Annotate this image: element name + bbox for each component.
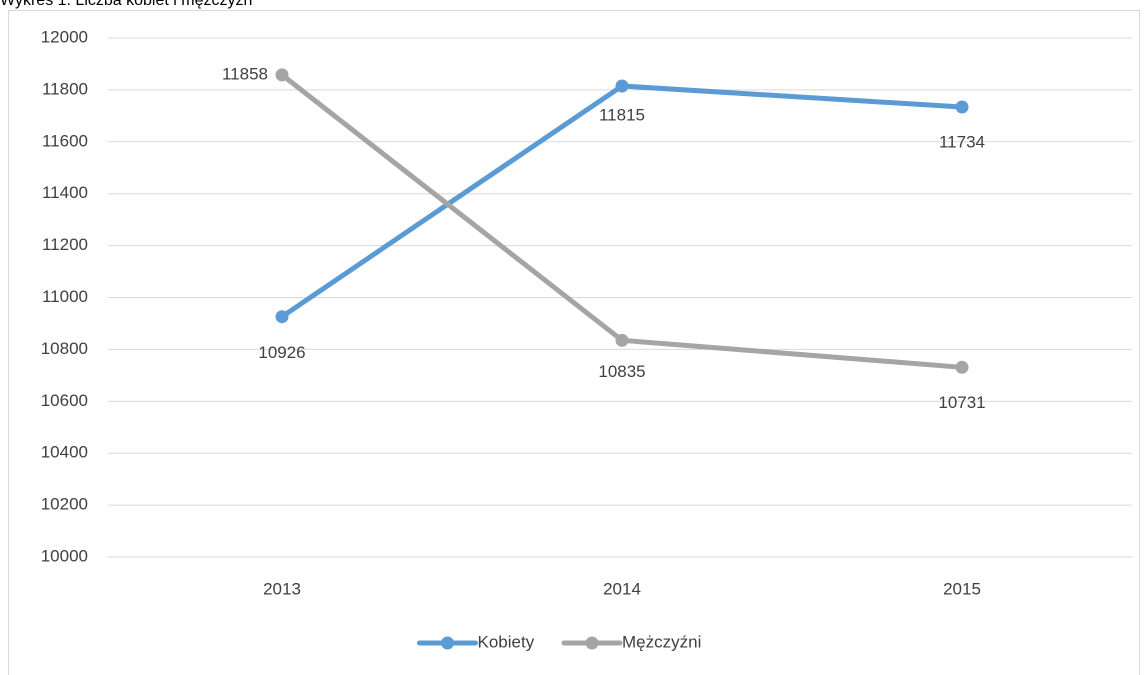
chart-border [8,10,1140,675]
data-label: 10926 [258,343,305,362]
y-tick-label: 10000 [41,546,88,565]
data-point [615,333,629,347]
data-point [615,79,629,93]
data-label: 10731 [938,393,985,412]
y-tick-label: 10600 [41,391,88,410]
data-point [955,360,969,374]
legend-marker [441,636,454,650]
legend-label: Mężczyźni [622,632,701,651]
y-tick-label: 11600 [42,131,88,150]
data-point [955,100,969,114]
y-tick-label: 11400 [42,183,88,202]
data-label: 10835 [598,362,645,381]
data-point [275,68,289,82]
data-label: 11815 [599,105,645,124]
y-tick-label: 11800 [42,79,88,98]
chart-title: Wykres 1. Liczba kobiet i mężczyzn [0,0,252,9]
x-tick-label: 2015 [943,579,981,598]
y-tick-label: 11000 [42,287,88,306]
y-tick-label: 10200 [41,495,88,514]
x-tick-label: 2013 [263,579,301,598]
y-tick-label: 11200 [42,235,88,254]
data-label: 11734 [939,133,985,152]
y-tick-label: 10400 [41,443,88,462]
data-label: 11858 [222,64,268,83]
data-point [275,310,289,324]
y-tick-label: 10800 [41,339,88,358]
legend-marker [585,636,599,650]
x-tick-label: 2014 [603,579,641,598]
legend-label: Kobiety [478,632,535,651]
y-tick-label: 12000 [41,27,88,46]
